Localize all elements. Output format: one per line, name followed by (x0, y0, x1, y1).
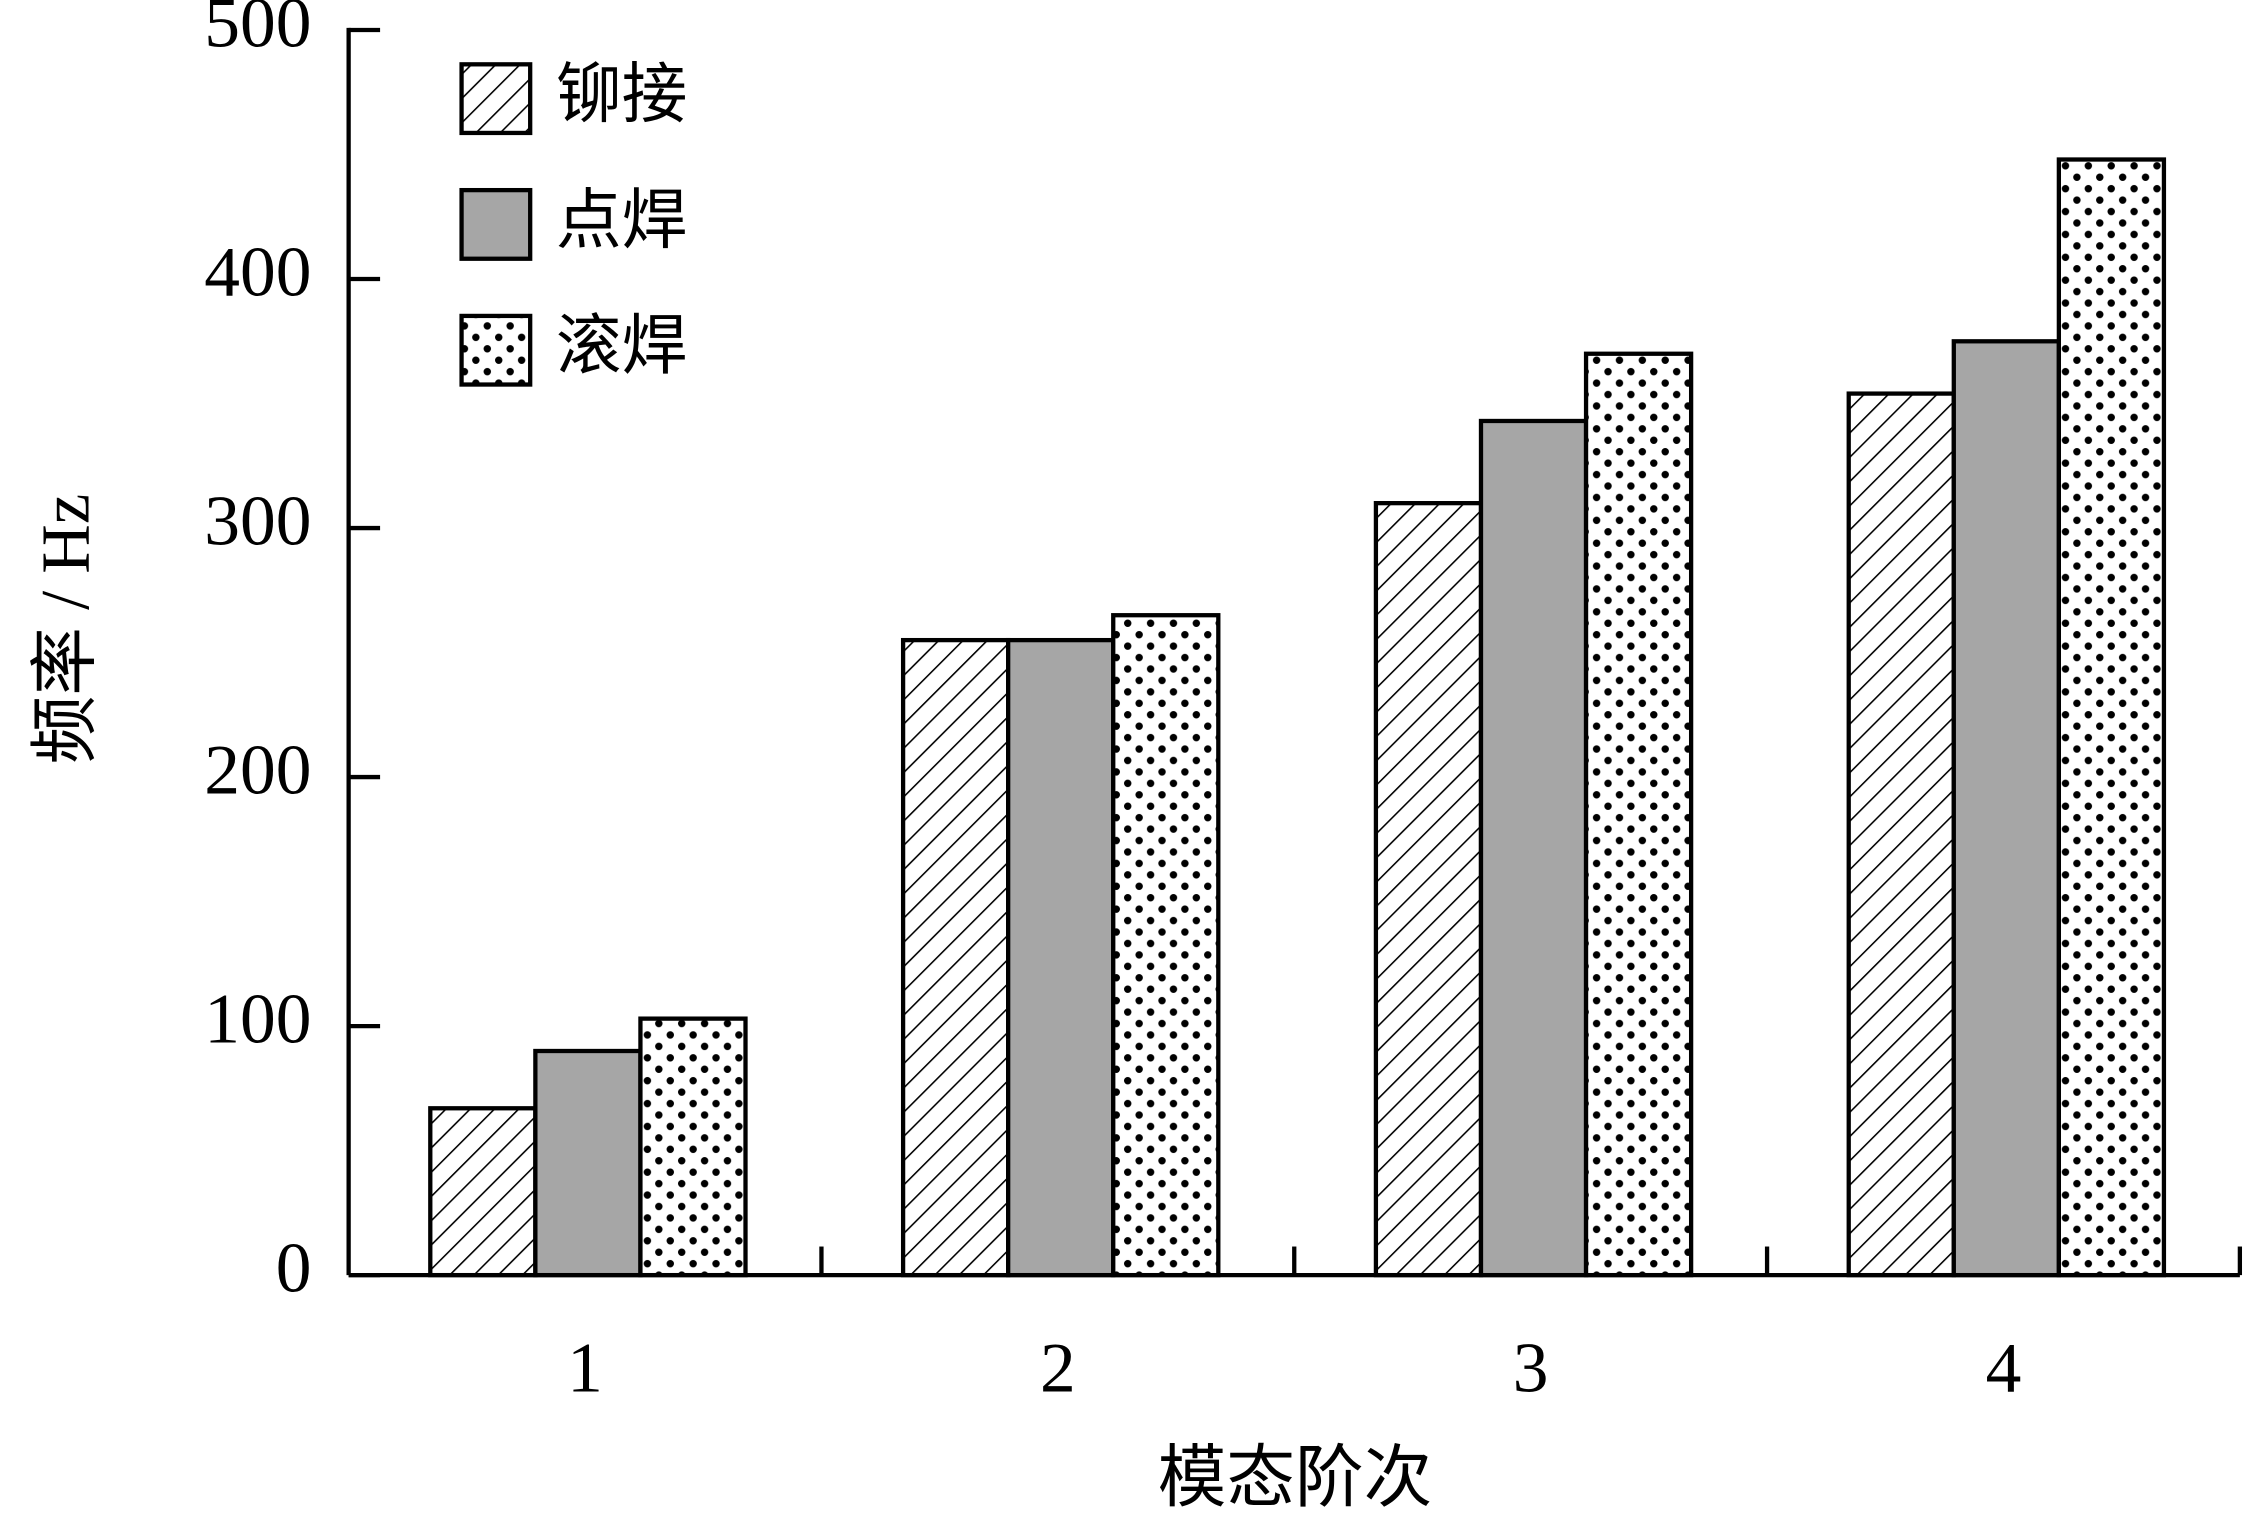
legend-label: 铆接 (556, 59, 688, 132)
y-tick-label: 400 (204, 232, 311, 311)
legend-swatch (459, 313, 533, 387)
y-tick-label: 500 (204, 0, 311, 62)
bar (1006, 637, 1116, 1278)
bar (1846, 391, 1956, 1278)
bar (1111, 613, 1221, 1278)
bar (638, 1016, 748, 1278)
y-tick-label: 0 (276, 1229, 312, 1308)
bar (1583, 351, 1694, 1278)
x-tick-label: 4 (1986, 1329, 2022, 1408)
bar (533, 1048, 643, 1278)
bar (1373, 501, 1484, 1278)
y-axis-title: 频率 / Hz (27, 494, 103, 765)
y-tick-label: 100 (204, 980, 311, 1059)
bar (428, 1106, 538, 1278)
bar (1478, 418, 1589, 1278)
legend-swatch (459, 62, 533, 136)
bar (1951, 339, 2062, 1278)
y-tick-label: 300 (204, 481, 311, 560)
legend-label: 滚焊 (556, 310, 688, 383)
x-axis-title: 模态阶次 (1158, 1440, 1432, 1516)
legend-label: 点焊 (556, 184, 688, 257)
y-tick-label: 200 (204, 730, 311, 809)
x-tick-label: 1 (567, 1329, 603, 1408)
x-tick-label: 2 (1040, 1329, 1076, 1408)
bar (2056, 157, 2167, 1278)
bar (900, 637, 1011, 1278)
x-tick-label: 3 (1513, 1329, 1549, 1408)
legend-swatch (459, 187, 533, 261)
